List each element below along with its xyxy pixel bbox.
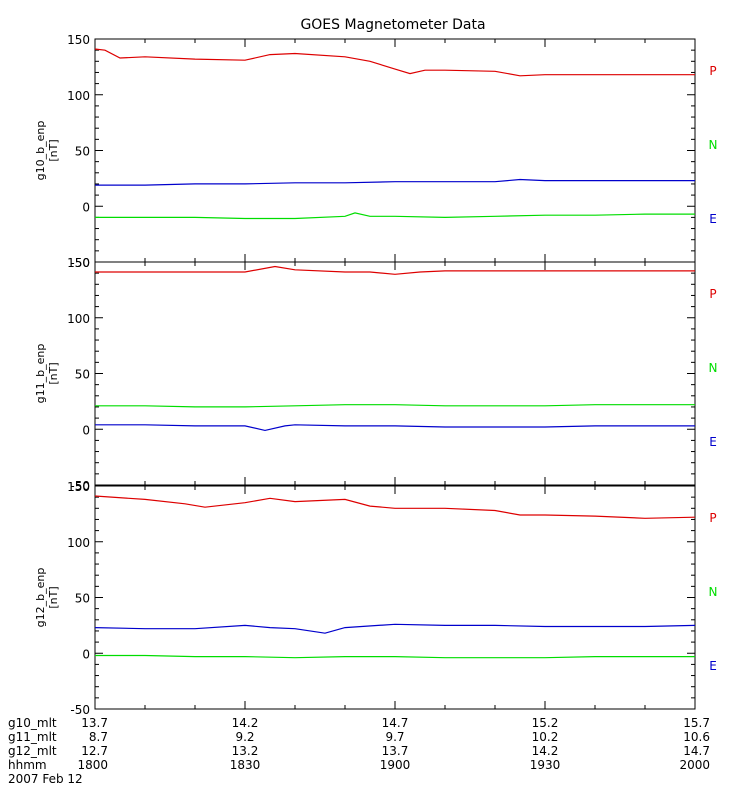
panel-frame [94, 261, 696, 486]
footer-value: 10.6 [683, 730, 710, 744]
series-line-E [95, 424, 695, 432]
footer-value: 1900 [380, 758, 411, 772]
footer-value: 9.2 [235, 730, 254, 744]
series-line-E [94, 623, 696, 634]
y-tick-label: 50 [75, 368, 90, 382]
footer-value: 15.7 [683, 716, 710, 730]
footer-value: 9.7 [385, 730, 404, 744]
legend-entry-P: P [709, 511, 716, 525]
footer-row-label: g11_mlt [8, 730, 57, 744]
footer-row-label: g12_mlt [8, 744, 57, 758]
footer-value: 13.7 [81, 716, 108, 730]
y-axis-unit: [nT] [47, 139, 60, 161]
footer-row-label: g10_mlt [8, 716, 57, 730]
footer-value: 15.2 [532, 716, 559, 730]
panel-g12: 150 100 50 0 -50 g12_b_enp [nT] P N E [34, 480, 717, 717]
legend-entry-N: N [709, 361, 718, 375]
legend-entry-E: E [709, 212, 717, 226]
series-line-P [95, 265, 695, 275]
y-tick-label: 100 [67, 89, 90, 103]
panel-frame [94, 38, 696, 263]
y-axis-unit: [nT] [47, 362, 60, 384]
legend-entry-E: E [709, 659, 717, 673]
panel-frame [94, 485, 696, 710]
footer-value: 8.7 [89, 730, 108, 744]
y-axis-label: g12_b_enp [34, 568, 47, 628]
footer-date: 2007 Feb 12 [8, 772, 83, 786]
footer-value: 2000 [679, 758, 710, 772]
footer-table: g10_mlt 13.7 14.2 14.7 15.2 15.7 g11_mlt 8.7 9.2… [8, 716, 710, 786]
footer-value: 14.7 [382, 716, 409, 730]
y-tick-label: 100 [67, 312, 90, 326]
series-line-P [94, 495, 696, 519]
series-line-N [95, 404, 695, 408]
y-tick-label: -50 [70, 256, 90, 270]
series-line-E [95, 178, 695, 186]
footer-value: 13.7 [382, 744, 409, 758]
y-tick-label: 100 [67, 536, 90, 550]
y-tick-label: -50 [70, 479, 90, 493]
y-tick-label: 0 [82, 200, 90, 214]
y-axis-unit: [nT] [47, 586, 60, 608]
panel-g11: 150 100 50 0 -50 g11_b_enp [nT] P N E [34, 256, 717, 493]
footer-value: 12.7 [81, 744, 108, 758]
y-tick-label: 50 [75, 592, 90, 606]
y-axis-label: g10_b_enp [34, 121, 47, 181]
y-tick-label: -50 [70, 703, 90, 717]
legend-entry-N: N [709, 585, 718, 599]
footer-value: 13.2 [232, 744, 259, 758]
chart-title: GOES Magnetometer Data [300, 17, 485, 33]
footer-row-label: hhmm [8, 758, 47, 772]
legend-entry-P: P [709, 64, 716, 78]
legend-entry-N: N [709, 138, 718, 152]
series-line-N [95, 654, 695, 659]
series-line-P [94, 48, 695, 77]
series-line-N [95, 212, 695, 220]
footer-value: 10.2 [532, 730, 559, 744]
footer-value: 14.2 [232, 716, 259, 730]
y-tick-label: 0 [82, 647, 90, 661]
footer-value: 14.7 [683, 744, 710, 758]
footer-value: 1800 [77, 758, 108, 772]
y-tick-label: 150 [67, 256, 90, 270]
y-tick-label: 0 [82, 423, 90, 437]
y-tick-label: 150 [67, 33, 90, 47]
y-axis-label: g11_b_enp [34, 344, 47, 404]
footer-value: 1930 [530, 758, 561, 772]
legend-entry-P: P [709, 287, 716, 301]
y-tick-label: 50 [75, 145, 90, 159]
panel-g10: 150 100 50 0 -50 g10_b_enp [nT] P N E [34, 33, 717, 270]
legend-entry-E: E [709, 435, 717, 449]
footer-value: 14.2 [532, 744, 559, 758]
y-tick-label: 150 [67, 480, 90, 494]
footer-value: 1830 [230, 758, 261, 772]
